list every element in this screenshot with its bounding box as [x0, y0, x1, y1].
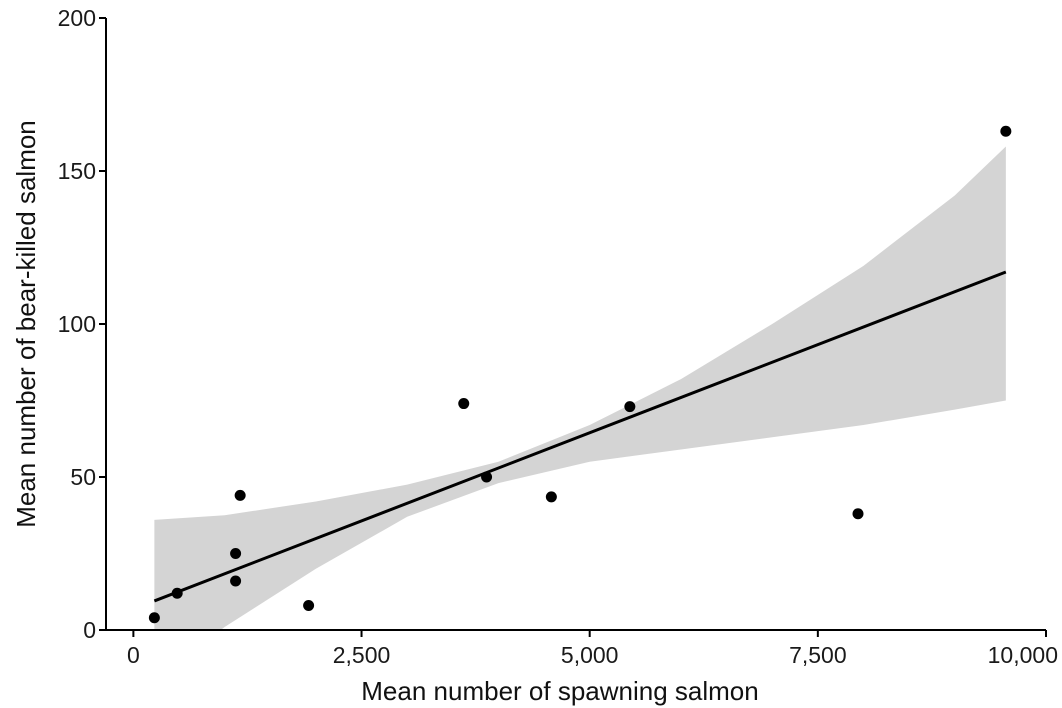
- x-axis-title: Mean number of spawning salmon: [361, 676, 758, 706]
- x-tick-label: 0: [127, 642, 140, 668]
- y-axis-title: Mean number of bear-killed salmon: [11, 120, 41, 528]
- x-tick-label: 5,000: [561, 642, 619, 668]
- regression-line: [153, 270, 1007, 603]
- data-point: [545, 491, 557, 503]
- data-point: [230, 548, 242, 559]
- data-point: [852, 508, 864, 520]
- y-tick-label: 100: [58, 311, 96, 337]
- data-point: [148, 612, 160, 624]
- data-point: [458, 398, 470, 410]
- fit-line-layer: [153, 270, 1007, 603]
- y-tick-label: 50: [70, 464, 96, 490]
- y-tick-label: 200: [58, 5, 96, 31]
- y-tick-label: 150: [58, 158, 96, 184]
- y-tick-label: 0: [83, 617, 96, 643]
- data-points-layer: [148, 125, 1012, 624]
- x-tick-label: 10,000: [988, 642, 1058, 668]
- confidence-band: [154, 146, 1006, 630]
- data-point: [303, 600, 315, 612]
- data-point: [1000, 125, 1012, 137]
- data-point: [234, 489, 246, 501]
- data-point: [171, 587, 183, 599]
- x-tick-label: 2,500: [333, 642, 391, 668]
- data-point: [624, 401, 636, 413]
- data-point: [481, 471, 493, 483]
- confidence-band-layer: [154, 146, 1006, 630]
- x-tick-label: 7,500: [789, 642, 847, 668]
- axes-layer: 0 50 100 150 200 0 2,500 5,000 7,500 10,000: [58, 5, 1058, 668]
- data-point: [230, 575, 242, 587]
